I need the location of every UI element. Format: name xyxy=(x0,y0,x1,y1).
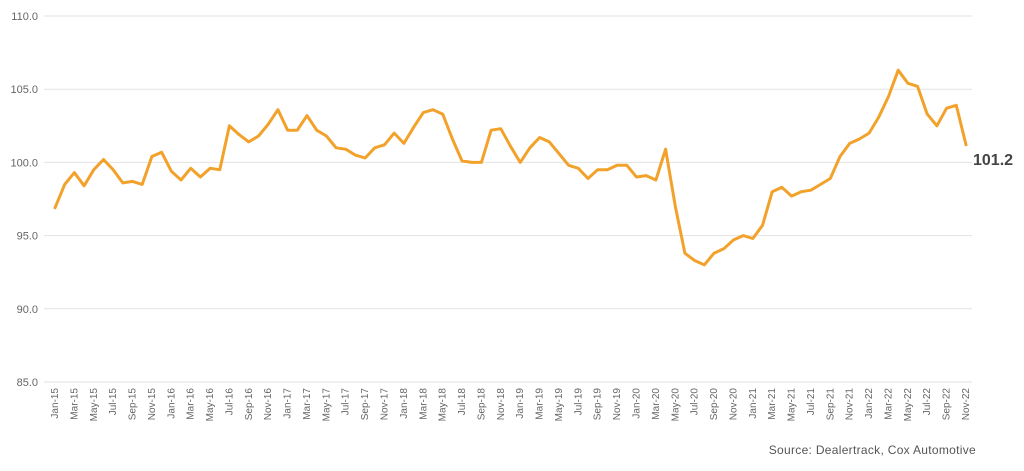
x-tick-label: May-20 xyxy=(670,388,681,422)
y-tick-label: 90.0 xyxy=(17,304,38,316)
y-tick-label: 110.0 xyxy=(11,11,38,23)
x-tick-label: Mar-16 xyxy=(186,388,197,420)
x-tick-label: Jan-16 xyxy=(166,388,177,419)
x-tick-label: Sep-16 xyxy=(244,388,255,421)
gridlines xyxy=(44,15,972,383)
x-tick-label: Nov-20 xyxy=(728,388,739,421)
x-tick-label: Jan-18 xyxy=(399,388,410,419)
x-tick-label: Jul-21 xyxy=(806,388,817,416)
x-tick-label: Jul-17 xyxy=(341,388,352,416)
x-tick-label: Sep-18 xyxy=(476,388,487,421)
x-tick-label: Sep-20 xyxy=(709,388,720,421)
x-tick-label: Nov-18 xyxy=(496,388,507,421)
series-layer xyxy=(53,68,968,267)
y-tick-label: 105.0 xyxy=(10,84,38,96)
x-tick-label: Sep-22 xyxy=(942,388,953,421)
series-line xyxy=(53,68,968,267)
x-tick-label: May-22 xyxy=(903,388,914,422)
x-tick-label: Sep-17 xyxy=(360,388,371,421)
x-tick-label: Jan-17 xyxy=(283,388,294,419)
x-tick-label: Nov-17 xyxy=(380,388,391,421)
x-tick-label: Jan-19 xyxy=(515,388,526,419)
x-tick-label: May-18 xyxy=(438,388,449,422)
x-tick-label: Mar-20 xyxy=(651,388,662,420)
x-tick-label: Nov-22 xyxy=(961,388,972,421)
x-tick-label: Jul-18 xyxy=(457,388,468,416)
x-tick-label: Sep-19 xyxy=(593,388,604,421)
y-tick-label: 95.0 xyxy=(17,231,38,243)
x-tick-label: Jul-22 xyxy=(922,388,933,416)
x-tick-label: Jul-19 xyxy=(573,388,584,416)
x-tick-label: Nov-15 xyxy=(147,388,158,421)
y-axis-tick-labels: 85.0 90.0 95.0 100.0 105.0 110.0 xyxy=(10,11,38,389)
x-tick-label: Sep-21 xyxy=(825,388,836,421)
x-tick-label: Jul-20 xyxy=(690,388,701,416)
x-tick-label: Jan-20 xyxy=(631,388,642,419)
x-tick-label: May-16 xyxy=(205,388,216,422)
source-note: Source: Dealertrack, Cox Automotive xyxy=(768,443,976,457)
x-tick-label: Jul-15 xyxy=(108,388,119,416)
x-tick-label: Jul-16 xyxy=(224,388,235,416)
x-tick-label: Mar-17 xyxy=(302,388,313,420)
x-tick-label: Mar-19 xyxy=(535,388,546,420)
end-value-label: 101.2 xyxy=(973,152,1013,169)
x-axis-tick-labels: Jan-15 Mar-15 May-15 Jul-15 Sep-15 Nov-15 Jan-… xyxy=(50,388,972,422)
x-tick-label: Jan-21 xyxy=(748,388,759,419)
x-tick-label: Nov-21 xyxy=(845,388,856,421)
x-tick-label: Mar-21 xyxy=(767,388,778,420)
y-tick-label: 100.0 xyxy=(10,157,38,169)
x-tick-label: Sep-15 xyxy=(128,388,139,421)
x-tick-label: Mar-18 xyxy=(418,388,429,420)
x-tick-label: Mar-22 xyxy=(883,388,894,420)
x-tick-label: May-21 xyxy=(787,388,798,422)
x-tick-label: Nov-16 xyxy=(263,388,274,421)
x-tick-label: Jan-22 xyxy=(864,388,875,419)
x-tick-label: May-15 xyxy=(89,388,100,422)
x-tick-label: Nov-19 xyxy=(612,388,623,421)
x-tick-label: May-17 xyxy=(321,388,332,422)
x-tick-label: May-19 xyxy=(554,388,565,422)
label-layer: 101.2 xyxy=(973,152,1013,169)
x-tick-label: Jan-15 xyxy=(50,388,61,419)
x-tick-label: Mar-15 xyxy=(69,388,80,420)
y-tick-label: 85.0 xyxy=(17,377,38,389)
